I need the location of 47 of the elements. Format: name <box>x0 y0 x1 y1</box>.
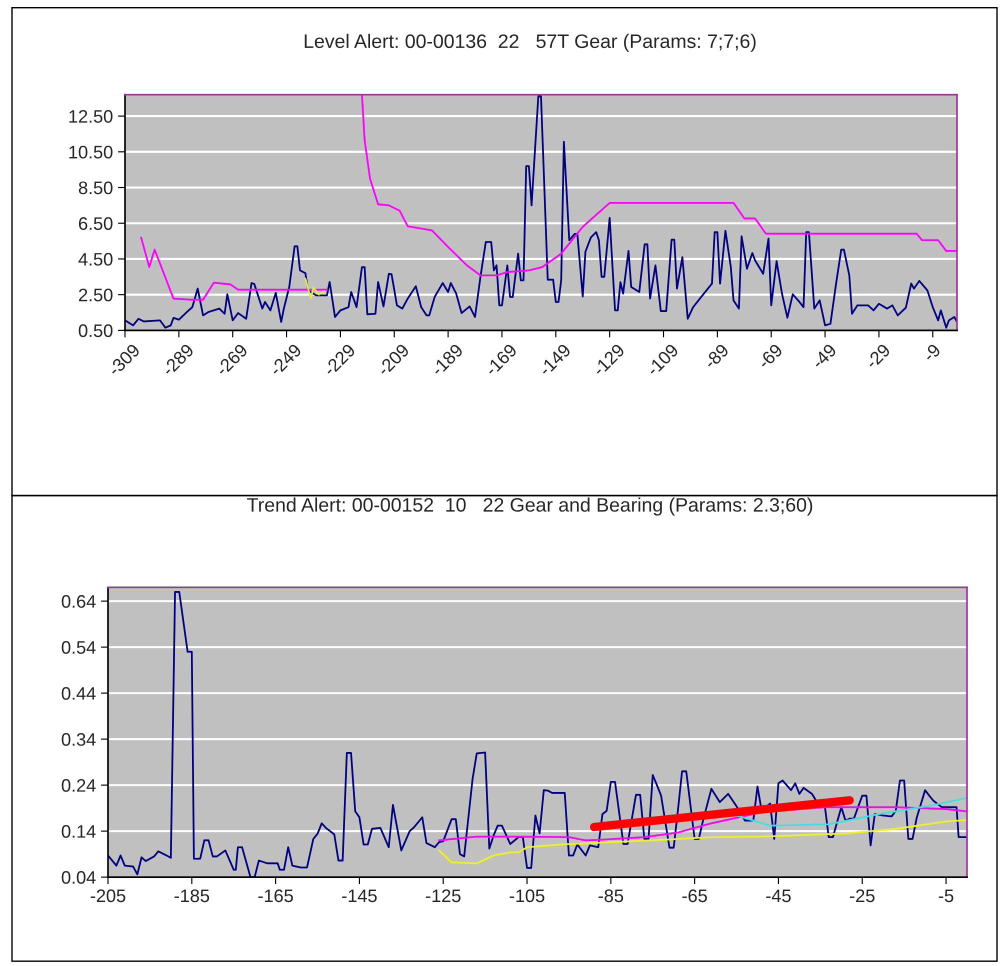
x-tick-label: -25 <box>850 889 875 902</box>
x-tick-label: -29 <box>864 343 891 370</box>
y-tick-label: 0.54 <box>62 641 96 654</box>
chart-title: Trend Alert: 00-00152 10 22 Gear and Bearing (Params: 2.3;60) <box>247 497 812 516</box>
x-tick-label: -129 <box>592 343 626 377</box>
x-tick-label: -309 <box>107 343 141 377</box>
y-tick-label: 8.50 <box>78 181 112 194</box>
x-tick-label: -289 <box>161 343 194 377</box>
y-tick-label: 4.50 <box>78 252 112 266</box>
chart-title: Level Alert: 00-00136 22 57T Gear (Params: 7;7;6) <box>304 34 756 52</box>
x-tick-label: -5 <box>938 890 954 902</box>
x-tick-label: -169 <box>484 343 518 377</box>
line-series <box>438 819 967 864</box>
y-tick-label: 0.04 <box>62 871 96 884</box>
y-tick-label: 0.24 <box>62 779 96 792</box>
x-tick-label: -49 <box>810 343 838 370</box>
y-tick-label: 10.50 <box>69 146 112 159</box>
y-tick-label: 6.50 <box>78 217 112 230</box>
x-tick-label: -249 <box>268 343 302 377</box>
y-tick-label: 0.34 <box>62 733 96 746</box>
x-tick-label: -189 <box>430 343 464 377</box>
y-tick-label: 0.50 <box>78 324 112 338</box>
x-tick-label: -105 <box>510 889 544 902</box>
x-tick-label: -125 <box>426 889 461 902</box>
x-tick-label: -9 <box>922 343 942 362</box>
x-tick-label: -269 <box>214 343 248 377</box>
x-tick-label: -109 <box>646 343 680 377</box>
y-tick-label: 12.50 <box>69 110 112 123</box>
line-series <box>736 797 967 827</box>
line-series <box>304 278 326 300</box>
y-tick-label: 0.64 <box>62 595 96 608</box>
line-series <box>438 806 967 842</box>
x-tick-label: -85 <box>598 889 624 902</box>
x-tick-label: -205 <box>90 889 126 902</box>
x-tick-label: -149 <box>538 343 572 377</box>
x-tick-label: -65 <box>682 889 707 902</box>
x-tick-label: -165 <box>258 889 293 902</box>
x-tick-label: -45 <box>766 890 791 902</box>
x-tick-label: -185 <box>174 889 210 902</box>
y-tick-label: 0.14 <box>62 825 96 838</box>
x-tick-label: -145 <box>342 890 377 902</box>
y-tick-label: 2.50 <box>78 288 112 302</box>
x-tick-label: -209 <box>376 343 410 377</box>
x-tick-label: -69 <box>756 343 784 370</box>
x-tick-label: -89 <box>703 343 730 370</box>
x-tick-label: -229 <box>322 343 356 377</box>
y-tick-label: 0.44 <box>62 687 96 700</box>
